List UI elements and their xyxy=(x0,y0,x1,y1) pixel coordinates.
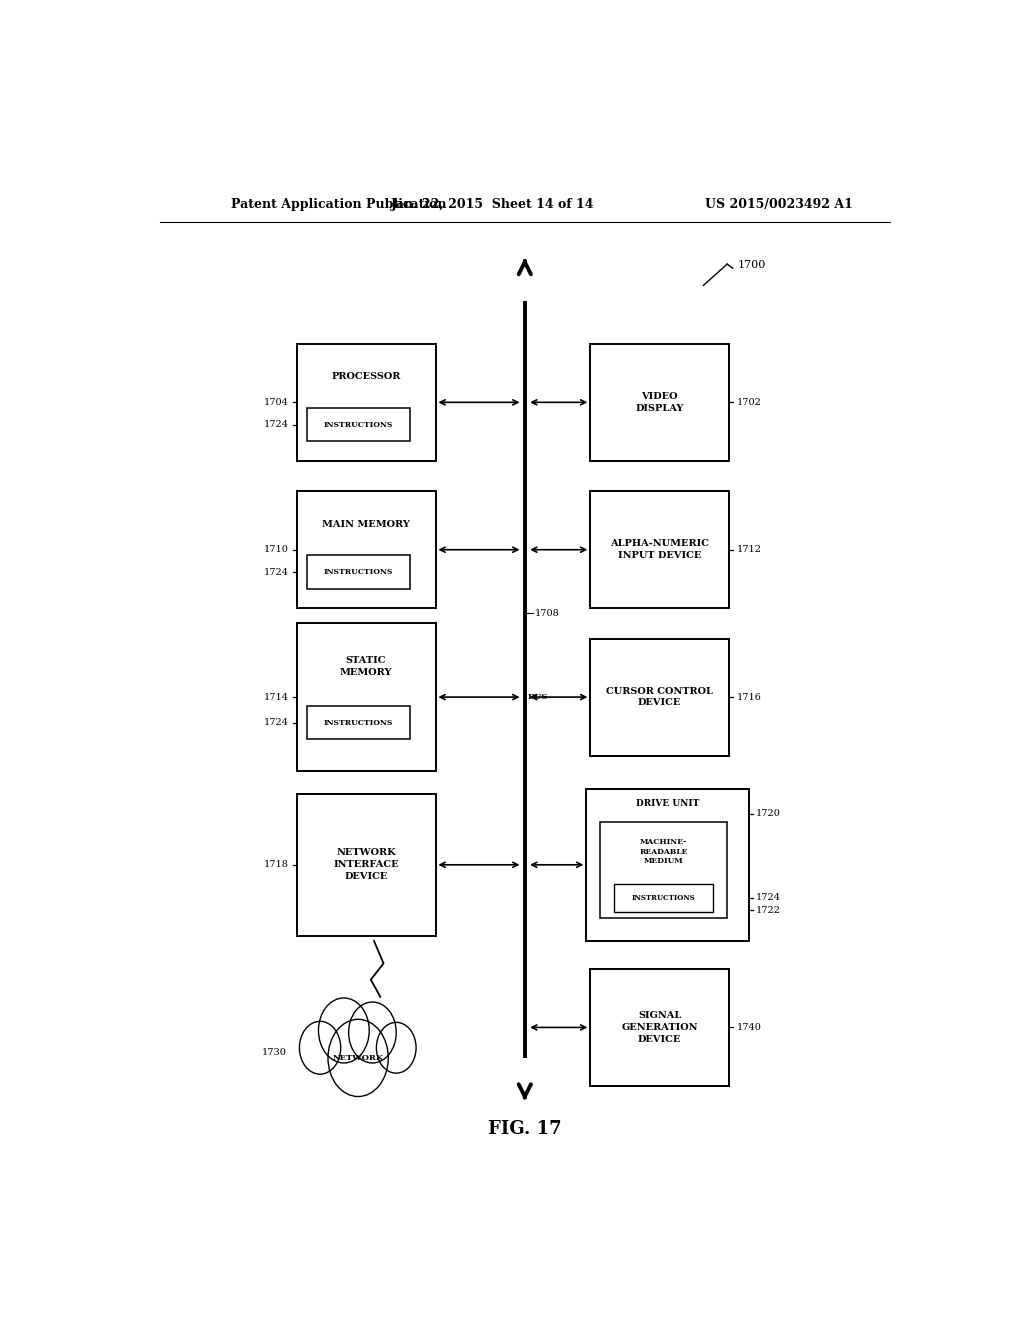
Text: 1708: 1708 xyxy=(535,609,559,618)
Bar xyxy=(587,788,749,941)
Bar xyxy=(590,491,729,609)
Text: 1714: 1714 xyxy=(264,693,289,702)
Text: INSTRUCTIONS: INSTRUCTIONS xyxy=(324,568,393,576)
Text: 1718: 1718 xyxy=(264,861,289,870)
Circle shape xyxy=(299,1022,341,1074)
Text: 1724: 1724 xyxy=(264,718,289,727)
Text: US 2015/0023492 A1: US 2015/0023492 A1 xyxy=(705,198,853,211)
Bar xyxy=(600,821,727,919)
Text: INSTRUCTIONS: INSTRUCTIONS xyxy=(324,421,393,429)
Text: NETWORK: NETWORK xyxy=(333,1053,384,1061)
Text: INSTRUCTIONS: INSTRUCTIONS xyxy=(324,718,393,726)
Text: DRIVE UNIT: DRIVE UNIT xyxy=(636,800,699,808)
Text: 1724: 1724 xyxy=(264,420,289,429)
Circle shape xyxy=(328,1019,388,1097)
Text: 1724: 1724 xyxy=(756,894,780,903)
Bar xyxy=(297,793,435,936)
Bar xyxy=(306,408,410,441)
Text: MACHINE-
READABLE
MEDIUM: MACHINE- READABLE MEDIUM xyxy=(639,838,688,866)
Text: 1716: 1716 xyxy=(737,693,762,702)
Text: MAIN MEMORY: MAIN MEMORY xyxy=(323,520,410,529)
Circle shape xyxy=(377,1022,416,1073)
Text: 1704: 1704 xyxy=(264,397,289,407)
Bar xyxy=(590,639,729,755)
Text: NETWORK
INTERFACE
DEVICE: NETWORK INTERFACE DEVICE xyxy=(333,849,399,880)
Text: BUS: BUS xyxy=(528,693,548,701)
Bar xyxy=(297,623,435,771)
Text: FIG. 17: FIG. 17 xyxy=(488,1121,561,1138)
Text: 1710: 1710 xyxy=(264,545,289,554)
Text: STATIC
MEMORY: STATIC MEMORY xyxy=(340,656,392,677)
Text: Jan. 22, 2015  Sheet 14 of 14: Jan. 22, 2015 Sheet 14 of 14 xyxy=(391,198,595,211)
Text: 1722: 1722 xyxy=(756,906,780,915)
Text: INSTRUCTIONS: INSTRUCTIONS xyxy=(632,894,695,902)
Text: Patent Application Publication: Patent Application Publication xyxy=(231,198,446,211)
Bar xyxy=(306,556,410,589)
Text: ALPHA-NUMERIC
INPUT DEVICE: ALPHA-NUMERIC INPUT DEVICE xyxy=(610,540,710,560)
Text: 1724: 1724 xyxy=(264,568,289,577)
Text: PROCESSOR: PROCESSOR xyxy=(332,372,400,381)
Bar xyxy=(590,345,729,461)
Bar xyxy=(297,491,435,609)
Text: 1730: 1730 xyxy=(262,1048,287,1057)
Text: 1702: 1702 xyxy=(737,397,762,407)
Bar xyxy=(306,706,410,739)
Bar xyxy=(590,969,729,1086)
Bar xyxy=(614,884,714,912)
Text: VIDEO
DISPLAY: VIDEO DISPLAY xyxy=(636,392,684,413)
Circle shape xyxy=(318,998,370,1063)
Circle shape xyxy=(348,1002,396,1063)
Text: CURSOR CONTROL
DEVICE: CURSOR CONTROL DEVICE xyxy=(606,686,713,708)
Text: 1700: 1700 xyxy=(737,260,766,271)
Text: 1720: 1720 xyxy=(756,809,780,818)
Bar xyxy=(297,345,435,461)
Text: SIGNAL
GENERATION
DEVICE: SIGNAL GENERATION DEVICE xyxy=(622,1011,698,1044)
Text: 1740: 1740 xyxy=(737,1023,762,1032)
Text: 1712: 1712 xyxy=(737,545,762,554)
